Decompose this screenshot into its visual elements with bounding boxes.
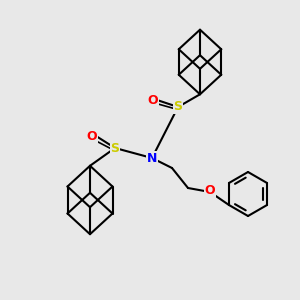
Text: S: S [173, 100, 182, 113]
Text: O: O [205, 184, 215, 197]
Text: S: S [110, 142, 119, 154]
Text: O: O [148, 94, 158, 106]
Text: O: O [87, 130, 97, 142]
Text: N: N [147, 152, 157, 164]
